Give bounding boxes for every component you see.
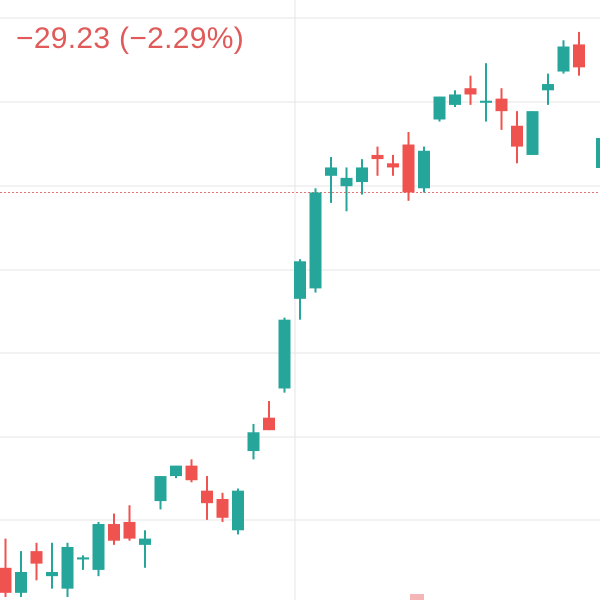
candle-body: [309, 192, 322, 289]
candle-body: [573, 44, 585, 68]
candle-body: [542, 84, 554, 91]
candle-body: [92, 524, 105, 570]
candle-body: [449, 94, 461, 105]
candle-body: [433, 96, 446, 120]
candle-body: [356, 167, 368, 183]
candle-body: [596, 138, 600, 168]
candle-body: [480, 100, 492, 103]
candle-body: [185, 465, 198, 481]
candle-body: [247, 432, 260, 452]
candle-body: [557, 46, 570, 72]
candle-body: [154, 476, 167, 502]
candle-body: [123, 521, 136, 539]
candle-body: [495, 98, 508, 112]
price-change-label: −29.23 (−2.29%): [16, 22, 244, 55]
candle-body: [0, 567, 12, 593]
candle-body: [77, 557, 89, 560]
candle-body: [511, 125, 523, 147]
candle-body: [263, 417, 275, 431]
volume-marker: [410, 594, 424, 600]
candle-body: [526, 111, 539, 155]
candle-body: [371, 154, 384, 160]
candle-body: [464, 88, 477, 95]
candle-body: [278, 319, 291, 389]
candle-body: [46, 571, 58, 577]
candle-body: [340, 177, 353, 187]
candle-body: [139, 538, 151, 545]
candle-body: [30, 551, 43, 564]
candle-body: [170, 465, 182, 477]
candle-body: [387, 163, 399, 168]
candle-body: [61, 546, 74, 589]
candle-body: [108, 524, 120, 541]
candle-body: [201, 490, 213, 504]
candle-body: [418, 150, 430, 189]
candle-body: [232, 490, 244, 531]
candle-body: [402, 144, 415, 193]
candle-body: [216, 498, 229, 518]
candle-body: [325, 167, 337, 176]
candle-body: [15, 571, 27, 593]
candle-body: [294, 261, 306, 299]
